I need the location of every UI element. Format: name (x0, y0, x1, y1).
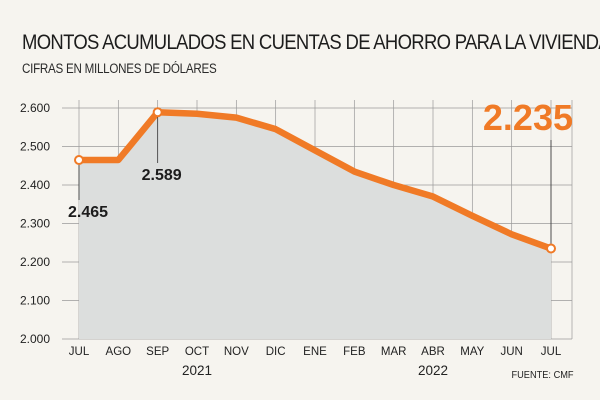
x-tick-label: FEB (343, 346, 366, 358)
y-tick-label: 2.300 (20, 217, 50, 231)
data-point-marker (152, 107, 163, 118)
x-tick-label: ABR (421, 346, 445, 358)
y-tick-label: 2.400 (20, 178, 50, 192)
y-tick-label: 2.200 (20, 255, 50, 269)
x-tick-label: AGO (106, 346, 132, 358)
chart-subtitle: CIFRAS EN MILLONES DE DÓLARES (22, 61, 217, 76)
x-tick-label: MAR (381, 346, 407, 358)
data-point-marker (546, 243, 556, 254)
y-tick-label: 2.600 (20, 101, 50, 115)
x-tick-label: OCT (185, 346, 209, 358)
x-tick-label: DIC (266, 346, 286, 358)
x-tick-label: ENE (303, 346, 327, 358)
y-tick-label: 2.000 (20, 332, 50, 346)
x-tick-label: JUL (69, 346, 90, 358)
x-tick-label: NOV (224, 346, 249, 358)
data-point-marker (74, 154, 84, 165)
x-tick-label: MAY (460, 346, 484, 358)
chart-title: MONTOS ACUMULADOS EN CUENTAS DE AHORRO P… (22, 30, 600, 54)
y-tick-label: 2.500 (20, 140, 50, 154)
annotation-label: 2.589 (142, 167, 182, 184)
year-label: 2021 (182, 363, 212, 378)
label-layer: 2.000 2.100 2.200 2.300 2.400 2.500 2.600 JUL AG… (20, 97, 573, 378)
annotation-label: 2.465 (68, 204, 108, 221)
area-layer (79, 112, 551, 339)
source-note: FUENTE: CMF (511, 369, 574, 381)
x-tick-label: JUN (500, 346, 522, 358)
area-fill (79, 112, 551, 339)
y-tick-label: 2.100 (20, 294, 50, 308)
x-tick-label: SEP (146, 346, 169, 358)
annotation-label-last: 2.235 (483, 97, 573, 138)
year-label: 2022 (418, 363, 448, 378)
x-tick-label: JUL (541, 346, 562, 358)
